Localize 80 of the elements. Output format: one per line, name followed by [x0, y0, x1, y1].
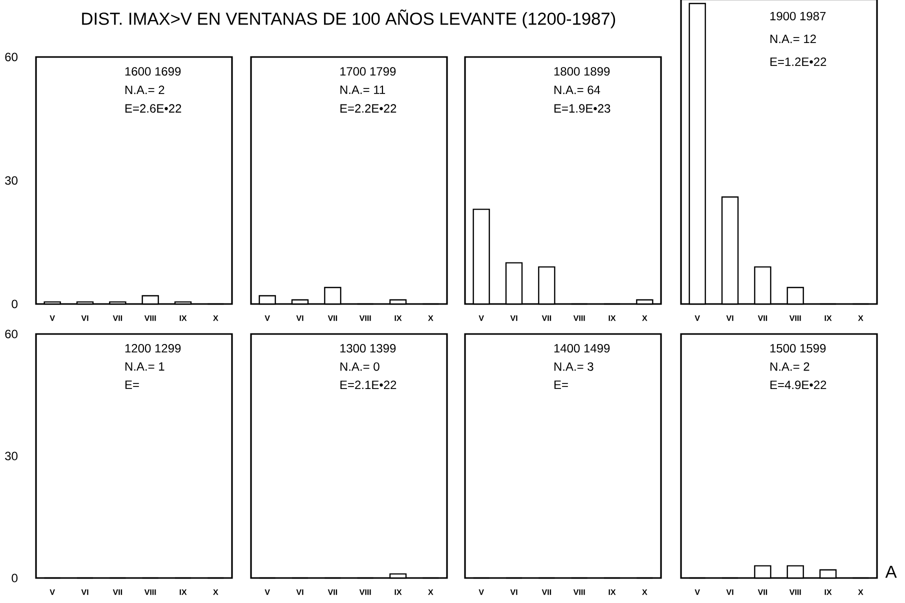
- x-tick-label: IX: [824, 589, 832, 595]
- y-tick-label: 60: [5, 52, 18, 62]
- x-tick-label: V: [694, 589, 700, 595]
- x-tick-label: IX: [180, 589, 187, 595]
- x-tick-label: VIII: [789, 589, 801, 595]
- annotation: N.A.= 2: [125, 86, 164, 94]
- x-tick-label: VI: [81, 315, 88, 321]
- x-tick-label: VII: [542, 589, 552, 595]
- annotation: 1400 1499: [554, 344, 610, 353]
- annotation: E=2.2E•22: [340, 104, 396, 113]
- annotation: 1200 1299: [125, 344, 181, 353]
- x-tick-label: IX: [608, 589, 616, 595]
- x-tick-label: VIII: [359, 589, 371, 595]
- x-tick-label: VII: [328, 589, 338, 595]
- x-tick-label: VIII: [144, 315, 156, 321]
- x-tick-label: IX: [394, 589, 402, 595]
- annotation: N.A.= 64: [554, 86, 600, 94]
- x-tick-label: VI: [726, 589, 734, 595]
- x-tick-label: X: [858, 589, 864, 595]
- x-tick-label: X: [213, 589, 218, 595]
- y-tick-label: 30: [5, 452, 18, 460]
- x-tick-label: VI: [726, 315, 734, 321]
- annotation: N.A.= 12: [770, 34, 816, 44]
- x-tick-label: X: [642, 315, 648, 321]
- x-tick-label: X: [858, 315, 864, 321]
- x-tick-label: VII: [758, 315, 768, 321]
- annotation: E=1.9E•23: [554, 104, 610, 113]
- x-tick-label: X: [642, 589, 648, 595]
- annotation: E=2.1E•22: [340, 380, 396, 390]
- annotation: N.A.= 0: [340, 362, 380, 371]
- x-tick-label: V: [478, 589, 484, 595]
- x-tick-label: V: [50, 315, 55, 321]
- y-tick-label: 30: [5, 176, 18, 185]
- x-tick-label: VIII: [359, 315, 371, 321]
- y-tick-label: 0: [12, 574, 18, 582]
- x-tick-label: VII: [112, 315, 122, 321]
- x-tick-label: VIII: [573, 589, 585, 595]
- x-tick-label: V: [50, 589, 55, 595]
- annotation: 1600 1699: [125, 67, 181, 76]
- x-tick-label: VII: [328, 315, 338, 321]
- x-tick-label: VII: [112, 589, 122, 595]
- x-tick-label: VII: [758, 589, 768, 595]
- annotation: E=: [125, 380, 139, 389]
- annotation: N.A.= 11: [340, 86, 386, 94]
- annotation: E=: [554, 380, 568, 389]
- y-tick-label: 0: [12, 300, 18, 308]
- text: DIST. IMAX>V EN VENTANAS DE 100 AÑOS LEVANTE (1200-1987): [82, 9, 616, 28]
- text: A: [885, 566, 897, 578]
- x-tick-label: IX: [394, 315, 402, 321]
- annotation: 1500 1599: [770, 344, 826, 353]
- annotation: E=2.6E•22: [125, 104, 182, 113]
- x-tick-label: V: [694, 315, 700, 321]
- annotation: 1900 1987: [770, 12, 826, 20]
- annotation: 1700 1799: [340, 67, 396, 76]
- x-tick-label: X: [428, 315, 434, 321]
- x-tick-label: X: [213, 315, 218, 321]
- annotation: E=1.2E•22: [770, 58, 826, 66]
- x-tick-label: VI: [510, 589, 518, 595]
- annotation: 1800 1899: [554, 67, 610, 76]
- x-tick-label: VIII: [573, 315, 585, 321]
- x-tick-label: VII: [542, 315, 552, 321]
- x-tick-label: V: [264, 589, 270, 595]
- x-tick-label: V: [264, 315, 270, 321]
- annotation: E=4.9E•22: [770, 380, 826, 390]
- x-tick-label: VI: [81, 589, 88, 595]
- x-tick-label: VI: [510, 315, 518, 321]
- x-tick-label: IX: [608, 315, 616, 321]
- x-tick-label: V: [478, 315, 484, 321]
- x-tick-label: VIII: [789, 315, 801, 321]
- x-tick-label: IX: [180, 315, 187, 321]
- x-tick-label: IX: [824, 315, 832, 321]
- y-tick-label: 60: [5, 330, 18, 338]
- annotation: N.A.= 1: [125, 362, 164, 371]
- x-tick-label: VI: [296, 315, 304, 321]
- x-tick-label: VI: [296, 589, 304, 595]
- x-tick-label: X: [428, 589, 434, 595]
- x-tick-label: VIII: [144, 589, 156, 595]
- annotation: N.A.= 3: [554, 362, 594, 371]
- annotation: N.A.= 2: [770, 362, 810, 371]
- annotation: 1300 1399: [340, 344, 396, 353]
